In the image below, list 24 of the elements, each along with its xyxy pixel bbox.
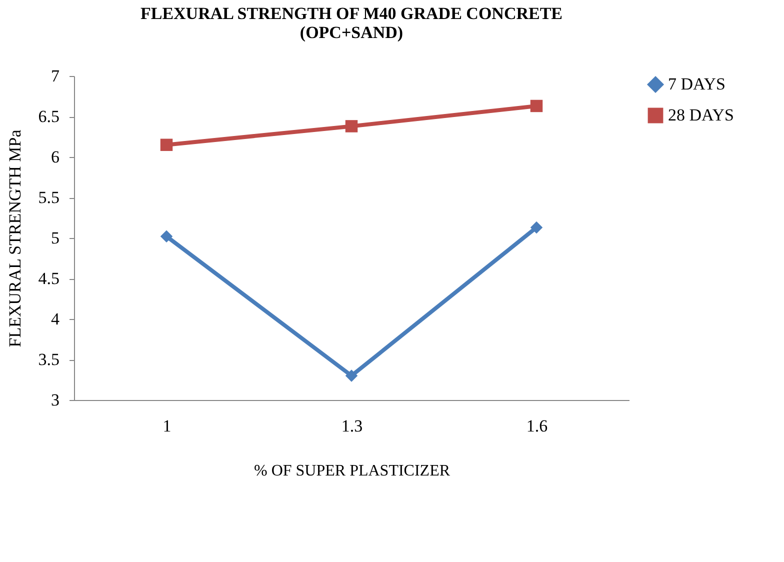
legend-label: 7 DAYS [668,74,726,94]
y-tick-label: 6.5 [38,107,60,126]
text: (OPC+SAND) [300,23,404,42]
point [530,100,543,112]
point [345,370,358,382]
y-tick-label: 3 [51,390,60,410]
point [530,221,543,234]
x-tick-label: 1.6 [526,416,548,436]
y-tick-label: 5.5 [38,188,60,207]
x-axis-title: % OF SUPER PLASTICIZER [254,462,450,480]
point [345,120,358,132]
y-axis-title: FLEXURAL STRENGTH MPa [5,129,24,348]
point [160,138,173,151]
y-tick-label: 3.5 [38,350,60,369]
y-tick-label: 4.5 [38,269,60,288]
x-tick-label: 1.3 [341,416,363,436]
text: FLEXURAL STRENGTH OF M40 GRADE CONCRETE [140,4,563,23]
x-tick-label: 1 [162,416,172,436]
point [160,230,173,243]
y-tick-label: 5 [51,228,60,248]
y-tick-label: 7 [51,66,60,86]
legend-label: 28 DAYS [668,106,734,124]
y-tick-label: 6 [51,148,60,166]
y-tick-label: 4 [51,310,60,328]
